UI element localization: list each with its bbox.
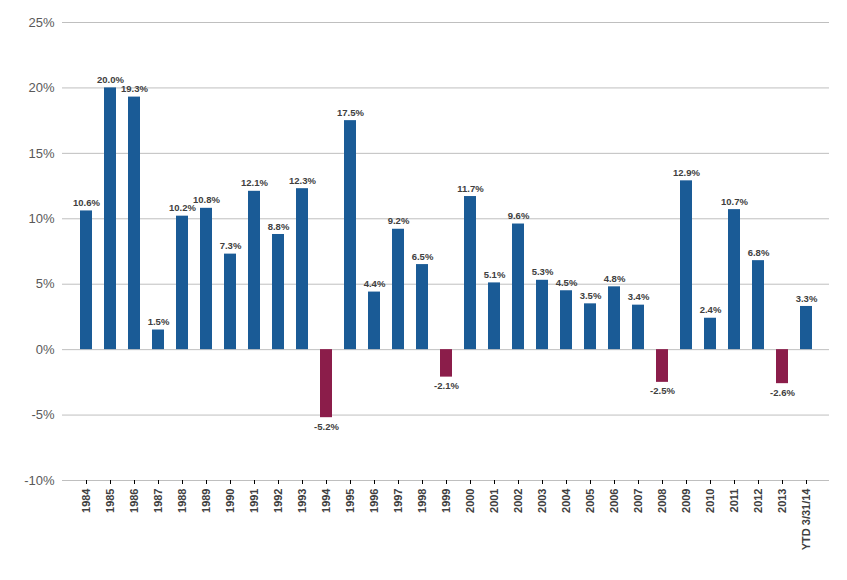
svg-text:4.8%: 4.8% [604,273,626,284]
svg-text:10.7%: 10.7% [721,196,748,207]
svg-text:1998: 1998 [416,489,428,513]
svg-text:2003: 2003 [536,489,548,513]
svg-text:-10%: -10% [24,473,55,488]
svg-text:2005: 2005 [584,489,596,513]
svg-text:2013: 2013 [776,489,788,513]
svg-text:9.2%: 9.2% [388,215,410,226]
svg-text:2006: 2006 [608,489,620,513]
svg-text:7.3%: 7.3% [220,240,242,251]
svg-text:1997: 1997 [392,489,404,513]
svg-text:17.5%: 17.5% [337,107,364,118]
svg-text:2011: 2011 [728,489,740,513]
svg-text:2.4%: 2.4% [700,304,722,315]
svg-text:10.2%: 10.2% [169,202,196,214]
svg-text:-2.5%: -2.5% [650,385,675,396]
svg-text:2007: 2007 [632,489,644,513]
svg-text:0%: 0% [36,342,55,357]
svg-text:2002: 2002 [512,489,524,513]
svg-text:6.8%: 6.8% [748,247,770,258]
svg-text:1993: 1993 [296,489,308,513]
svg-text:10.8%: 10.8% [193,194,220,205]
svg-text:15%: 15% [28,146,54,161]
svg-text:1988: 1988 [176,489,188,513]
svg-text:19.3%: 19.3% [121,83,148,94]
svg-text:2012: 2012 [752,489,764,513]
svg-text:3.4%: 3.4% [628,291,650,302]
svg-text:2010: 2010 [704,489,716,513]
svg-text:10.6%: 10.6% [73,197,100,208]
svg-text:-5.2%: -5.2% [314,421,339,432]
svg-text:25%: 25% [28,15,54,30]
svg-text:-2.6%: -2.6% [770,387,795,398]
svg-text:20.0%: 20.0% [97,74,124,85]
svg-text:2001: 2001 [488,489,500,513]
svg-text:11.7%: 11.7% [457,183,484,194]
svg-text:5.3%: 5.3% [532,266,554,277]
svg-text:1984: 1984 [80,488,92,513]
svg-text:12.1%: 12.1% [241,177,268,188]
svg-text:1989: 1989 [200,489,212,513]
svg-text:1994: 1994 [320,488,332,513]
svg-text:5.1%: 5.1% [484,269,506,280]
svg-text:12.3%: 12.3% [289,175,316,186]
svg-text:6.5%: 6.5% [412,251,434,262]
svg-text:2004: 2004 [560,488,572,513]
svg-text:9.6%: 9.6% [508,210,530,221]
svg-text:3.3%: 3.3% [796,293,818,304]
svg-text:1990: 1990 [224,489,236,513]
svg-text:20%: 20% [28,80,54,95]
svg-text:1999: 1999 [440,489,452,513]
svg-text:3.5%: 3.5% [580,290,602,301]
svg-text:2009: 2009 [680,489,692,513]
svg-text:8.8%: 8.8% [268,221,290,232]
svg-text:1996: 1996 [368,489,380,513]
svg-text:5%: 5% [36,276,55,291]
svg-text:1991: 1991 [248,489,260,513]
svg-text:1987: 1987 [152,489,164,513]
svg-text:1.5%: 1.5% [148,316,170,327]
svg-text:-5%: -5% [31,407,55,422]
svg-text:YTD 3/31/14: YTD 3/31/14 [800,488,812,551]
svg-text:4.4%: 4.4% [364,278,386,289]
svg-text:2000: 2000 [464,489,476,513]
svg-text:-2.1%: -2.1% [434,380,459,391]
svg-text:1986: 1986 [128,489,140,513]
svg-text:2008: 2008 [656,489,668,513]
svg-text:10%: 10% [28,211,54,226]
svg-text:1995: 1995 [344,489,356,513]
svg-text:1992: 1992 [272,489,284,513]
svg-text:12.9%: 12.9% [673,167,700,178]
svg-text:1985: 1985 [104,489,116,513]
svg-text:4.5%: 4.5% [556,277,578,288]
